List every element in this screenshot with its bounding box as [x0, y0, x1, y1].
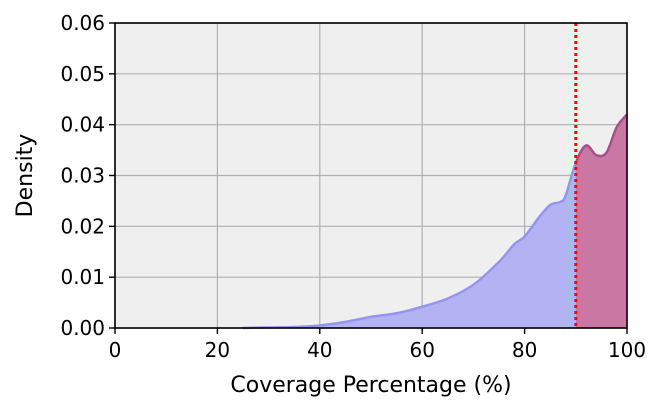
density-areas	[242, 113, 628, 330]
y-tick-label: 0.00	[60, 316, 105, 340]
highlight-line	[575, 113, 627, 167]
x-axis-label: Coverage Percentage (%)	[230, 373, 511, 398]
y-tick-label: 0.03	[60, 164, 105, 188]
y-tick-label: 0.05	[60, 62, 105, 86]
y-tick-label: 0.02	[60, 214, 105, 238]
highlight-area	[575, 114, 627, 328]
x-tick-label: 80	[512, 338, 537, 362]
y-tick-label: 0.06	[60, 11, 105, 35]
x-tick-label: 100	[608, 338, 646, 362]
x-tick-label: 40	[307, 338, 332, 362]
density-area	[243, 114, 627, 328]
x-tick-label: 0	[109, 338, 122, 362]
x-tick-label: 20	[205, 338, 230, 362]
y-axis-label: Density	[13, 134, 38, 218]
x-tick-label: 60	[409, 338, 434, 362]
y-tick-label: 0.01	[60, 265, 105, 289]
y-tick-label: 0.04	[60, 113, 105, 137]
axis-ticks: 0 20 40 60 80 100 0.00 0.01 0.02 0.03 0.04 0.05 0.06	[60, 11, 646, 362]
